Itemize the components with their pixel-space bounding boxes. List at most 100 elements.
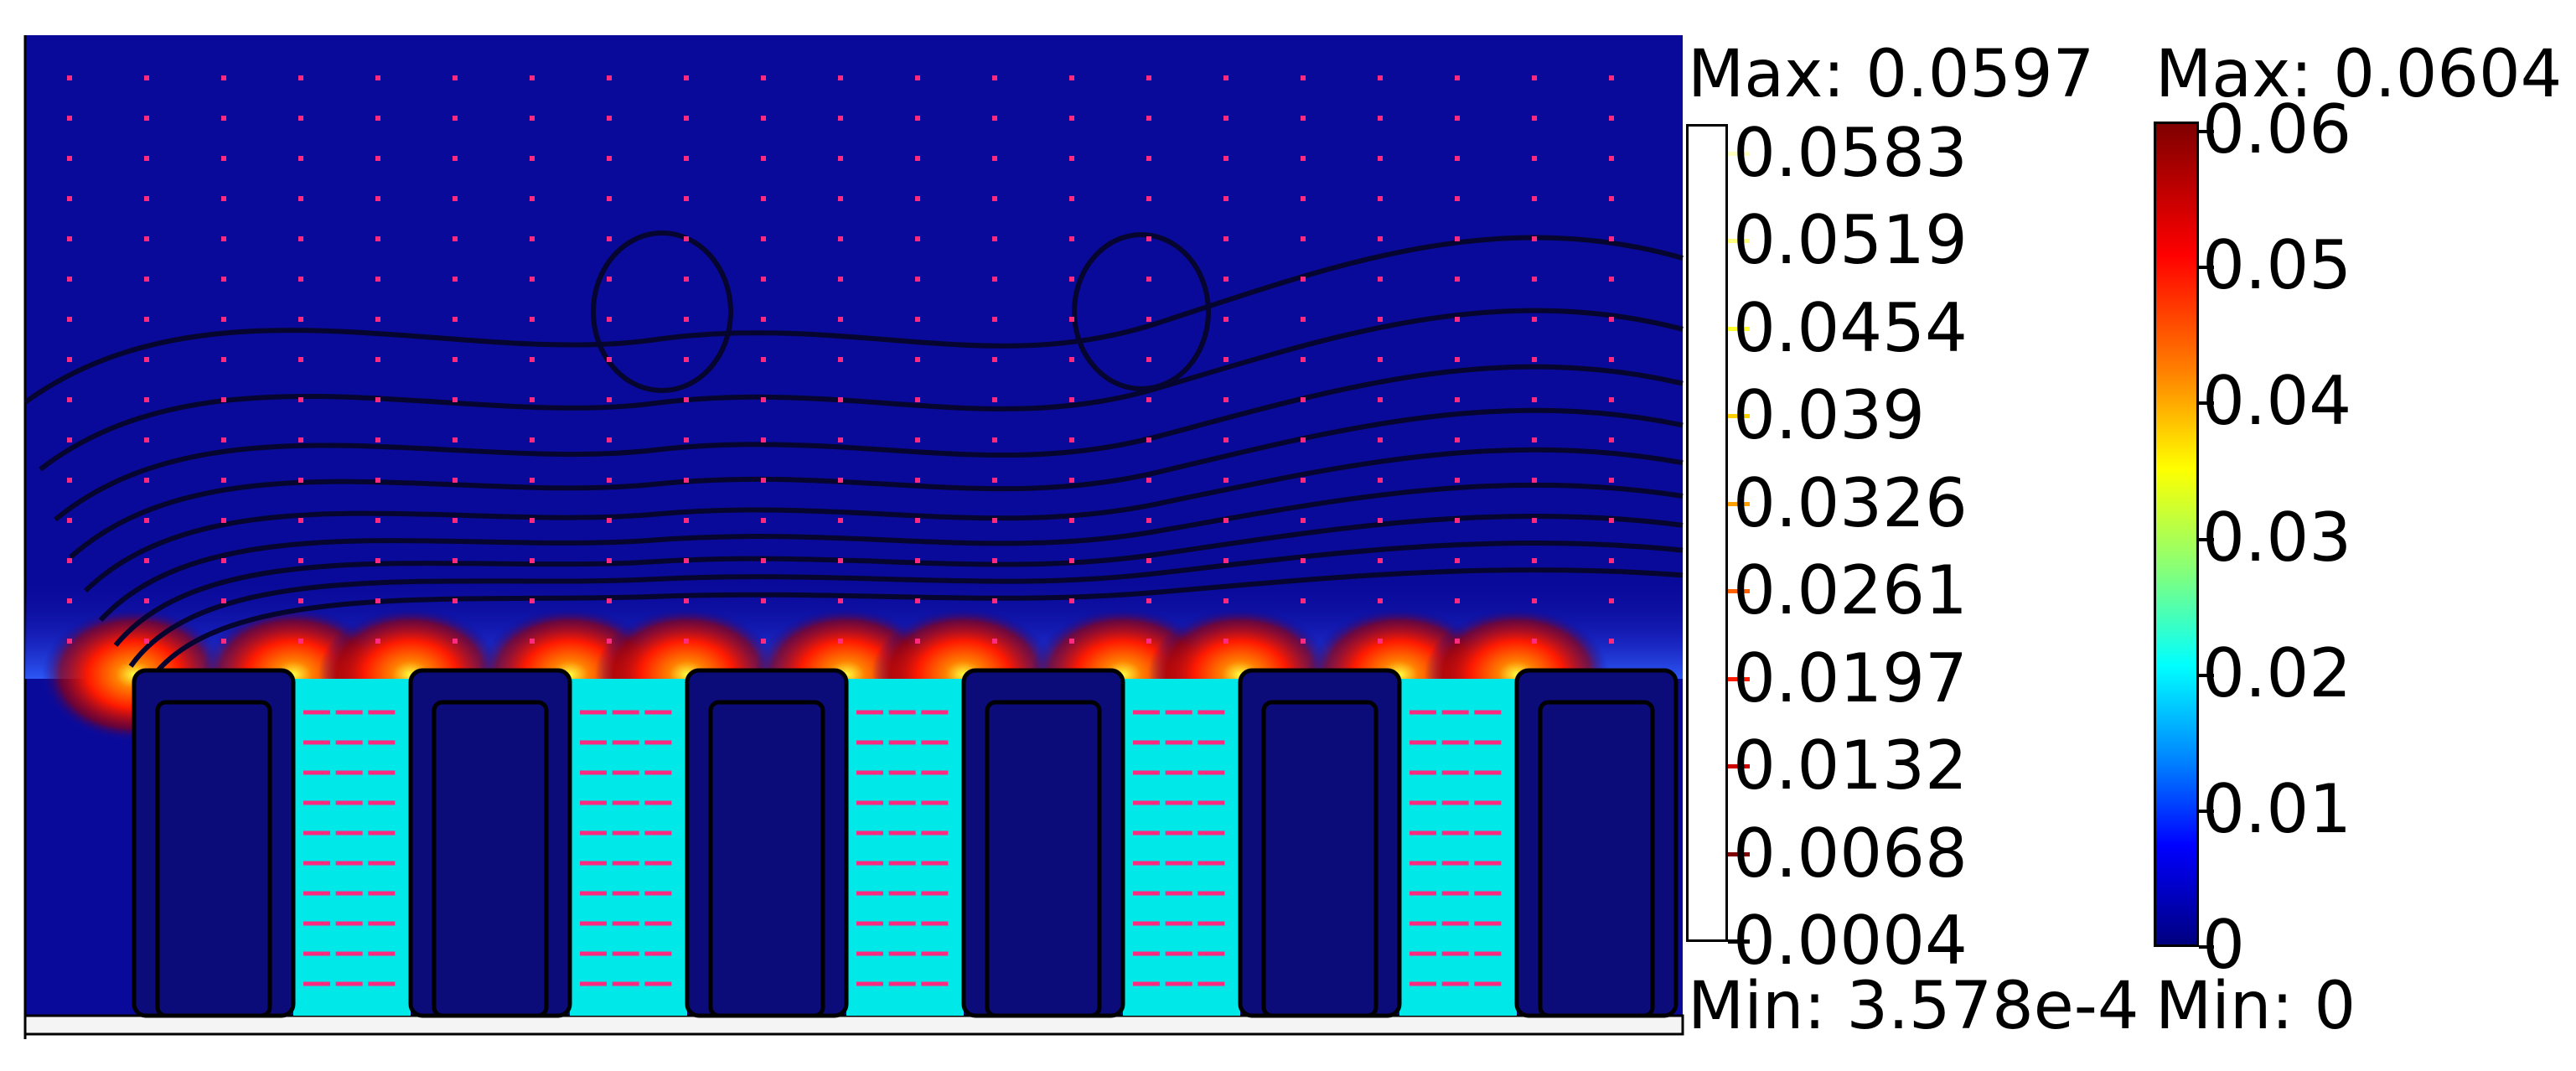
field-arrow	[375, 397, 380, 402]
contour-level-mark	[1728, 589, 1750, 594]
field-arrow	[1301, 116, 1306, 121]
field-arrow	[1378, 75, 1383, 80]
field-arrow	[684, 277, 689, 282]
field-arrow	[992, 518, 997, 523]
contour-level-mark	[1728, 152, 1750, 156]
field-arrow	[607, 397, 612, 402]
field-arrow	[761, 196, 766, 201]
color-tick-mark	[2199, 266, 2214, 270]
field-arrow	[1069, 639, 1074, 644]
field-arrow	[1455, 116, 1460, 121]
field-arrow	[144, 397, 149, 402]
field-arrow	[221, 156, 226, 161]
contour-line	[54, 364, 1684, 522]
field-arrow	[375, 317, 380, 322]
gap-region	[1123, 679, 1240, 1016]
contour-line	[98, 482, 1684, 623]
field-arrow	[1609, 116, 1614, 121]
contour-level-label: 0.0454	[1733, 288, 1968, 367]
contour-level-mark	[1728, 326, 1750, 331]
field-arrow	[375, 639, 380, 644]
contour-level-label: 0.0519	[1733, 201, 1968, 280]
field-arrow	[761, 598, 766, 603]
field-arrow	[684, 236, 689, 241]
contour-level-mark	[1728, 939, 1750, 944]
contour-level-mark	[1728, 501, 1750, 506]
field-arrow	[530, 277, 535, 282]
field-arrow	[607, 156, 612, 161]
field-arrow	[607, 518, 612, 523]
field-arrow	[1146, 196, 1151, 201]
field-arrow	[221, 478, 226, 483]
electrode-core	[155, 700, 272, 1018]
field-arrow	[530, 518, 535, 523]
field-arrows	[67, 75, 1614, 986]
field-plot	[23, 35, 1684, 1039]
field-arrow	[298, 116, 303, 121]
field-arrow	[1532, 357, 1537, 362]
contour-level-label: 0.0583	[1733, 114, 1968, 192]
field-arrow	[221, 639, 226, 644]
field-arrow	[221, 277, 226, 282]
field-arrow	[1455, 558, 1460, 563]
color-tick-mark	[2199, 537, 2214, 541]
contour-loop	[591, 230, 733, 393]
color-tick-label: 0.01	[2202, 769, 2352, 848]
field-arrow	[67, 156, 72, 161]
color-tick-label: 0.03	[2202, 498, 2352, 577]
field-arrow	[838, 277, 843, 282]
field-arrow	[1532, 518, 1537, 523]
field-arrow	[1223, 478, 1229, 483]
field-arrow	[1223, 317, 1229, 322]
field-arrow	[1223, 116, 1229, 121]
field-arrow	[1146, 518, 1151, 523]
field-arrow	[298, 196, 303, 201]
field-arrow	[530, 196, 535, 201]
electrode-core	[1538, 700, 1655, 1018]
color-legend-min: Min: 0	[2155, 969, 2356, 1044]
field-arrow	[1378, 317, 1383, 322]
field-arrow	[607, 317, 612, 322]
field-arrow	[684, 598, 689, 603]
field-arrow	[607, 357, 612, 362]
field-arrow	[915, 518, 920, 523]
field-arrow	[67, 558, 72, 563]
field-arrow	[144, 156, 149, 161]
field-arrow	[453, 437, 458, 442]
field-arrow	[992, 75, 997, 80]
field-arrow	[221, 196, 226, 201]
field-arrow	[221, 397, 226, 402]
contour-line	[23, 235, 1684, 405]
contour-line	[128, 540, 1684, 668]
field-arrow	[1532, 478, 1537, 483]
color-tick-label: 0.02	[2202, 634, 2352, 712]
field-arrow	[1455, 196, 1460, 201]
field-arrow	[530, 317, 535, 322]
field-arrow	[1455, 478, 1460, 483]
field-arrow	[1301, 478, 1306, 483]
contour-line	[83, 447, 1684, 593]
field-arrow	[838, 478, 843, 483]
field-arrow	[915, 196, 920, 201]
field-arrow	[221, 357, 226, 362]
contour-level-label: 0.0326	[1733, 463, 1968, 542]
field-arrow	[530, 236, 535, 241]
field-arrow	[1146, 397, 1151, 402]
field-arrow	[530, 558, 535, 563]
gap-region	[570, 679, 687, 1016]
field-arrow	[298, 478, 303, 483]
field-arrow	[1301, 397, 1306, 402]
field-arrow	[1146, 437, 1151, 442]
field-arrow	[1378, 518, 1383, 523]
field-arrow	[761, 236, 766, 241]
field-arrow	[684, 478, 689, 483]
field-arrow	[1378, 277, 1383, 282]
field-arrow	[1146, 357, 1151, 362]
field-arrow	[375, 357, 380, 362]
field-arrow	[530, 397, 535, 402]
field-arrow	[67, 196, 72, 201]
field-arrow	[1455, 397, 1460, 402]
field-arrow	[298, 75, 303, 80]
electrode-core	[708, 700, 825, 1018]
field-arrow	[1223, 156, 1229, 161]
